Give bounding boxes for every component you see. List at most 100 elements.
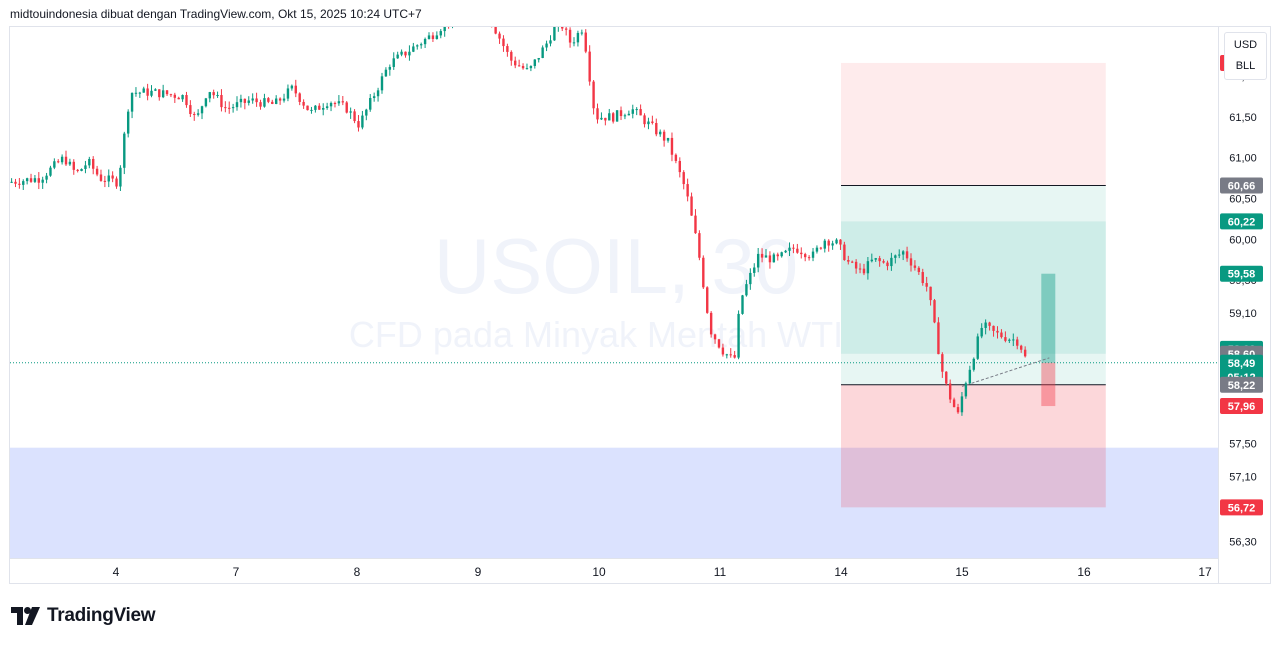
projection-dashed-line (961, 357, 1050, 387)
candle-body (1008, 339, 1011, 341)
watermark-symbol: USOIL, 30 (434, 222, 798, 310)
candle-body (576, 32, 580, 43)
candle-body (173, 94, 177, 98)
candle-body (670, 137, 674, 155)
candle-body (753, 267, 756, 273)
candle-body (572, 42, 576, 44)
candle-body (517, 65, 521, 67)
price-tag-label: 57,96 (1228, 401, 1256, 413)
candle-body (862, 268, 866, 274)
candle-body (506, 46, 509, 52)
candle-body (537, 57, 540, 60)
candle-body (369, 98, 372, 110)
x-tick-label: 7 (233, 565, 240, 579)
candle-body (302, 101, 305, 106)
price-tag-label: 59,58 (1228, 269, 1256, 281)
y-tick-label: 57,50 (1229, 439, 1257, 451)
candle-body (18, 183, 21, 185)
tradingview-logo[interactable]: TradingView (11, 605, 156, 627)
candle-body (843, 244, 846, 261)
candle-body (729, 354, 732, 356)
candle-body (53, 161, 56, 168)
candle-body (64, 156, 68, 165)
candle-body (600, 117, 603, 120)
candle-body (463, 11, 465, 16)
candle-body (126, 111, 130, 134)
candle-body (318, 105, 321, 110)
candle-body (251, 98, 254, 101)
candle-body (88, 158, 91, 166)
candle-body (298, 93, 301, 102)
currency-unit-button[interactable]: USD BLL (1224, 32, 1267, 80)
candle-body (525, 68, 529, 70)
candle-body (615, 110, 619, 122)
candle-body (874, 258, 877, 260)
candle-body (123, 133, 126, 168)
candle-body (611, 113, 615, 122)
candle-body (662, 131, 666, 141)
candle-body (933, 300, 936, 323)
x-tick-label: 4 (113, 565, 120, 579)
candle-body (745, 284, 748, 296)
candle-body (984, 322, 987, 328)
candle-body (514, 60, 517, 66)
candle-body (553, 27, 556, 41)
unit-label: BLL (1235, 60, 1256, 72)
candle-body (858, 268, 862, 270)
price-tag-box (1220, 177, 1263, 194)
candle-body (894, 255, 897, 258)
x-tick-label: 15 (955, 565, 969, 579)
candle-body (494, 27, 497, 34)
candle-body (161, 90, 165, 98)
candle-body (259, 102, 262, 107)
price-tag-box (1220, 499, 1263, 516)
candle-body (956, 407, 960, 413)
candle-body (376, 90, 380, 97)
candle-body (41, 179, 44, 183)
candle-body (384, 69, 388, 77)
candle-body (154, 89, 157, 91)
x-tick-label: 9 (475, 565, 482, 579)
candle-body (948, 383, 952, 400)
candle-body (341, 101, 345, 103)
candle-body (972, 358, 975, 370)
candle-body (851, 261, 854, 263)
currency-label: USD (1233, 39, 1258, 51)
candle-body (643, 115, 646, 125)
candle-body (196, 113, 200, 115)
candle-body (788, 247, 791, 251)
candle-body (189, 105, 192, 115)
candle-body (103, 180, 107, 182)
price-axis-divider (1218, 26, 1219, 584)
candle-body (243, 98, 247, 103)
candle-body (651, 121, 654, 123)
candle-body (909, 258, 913, 266)
candle-body (247, 100, 250, 103)
support-zone (10, 447, 1218, 558)
candle-body (964, 383, 968, 397)
candle-body (510, 51, 513, 61)
candle-body (521, 65, 525, 69)
candle-body (115, 178, 118, 187)
candle-body (796, 248, 799, 253)
price-axis[interactable]: 62,0061,5061,0060,5060,0059,5059,1058,60… (1229, 71, 1257, 549)
candle-body (310, 109, 313, 111)
time-axis[interactable]: 4 7 8 9 10 11 14 15 16 17 (113, 565, 1212, 579)
candle-body (208, 92, 211, 99)
candle-body (898, 254, 901, 256)
candle-body (839, 239, 842, 245)
candle-body (455, 13, 457, 15)
candle-body (709, 312, 713, 335)
candle-body (412, 46, 415, 52)
candle-body (588, 51, 591, 82)
candle-body (404, 51, 407, 56)
candle-body (451, 13, 453, 23)
projection-down-bar (1041, 362, 1056, 407)
y-tick-label: 59,10 (1229, 308, 1257, 320)
candle-body (945, 371, 948, 384)
candle-body (459, 15, 461, 16)
candle-body (698, 233, 701, 258)
candle-body (99, 174, 103, 181)
candle-body (134, 92, 138, 94)
